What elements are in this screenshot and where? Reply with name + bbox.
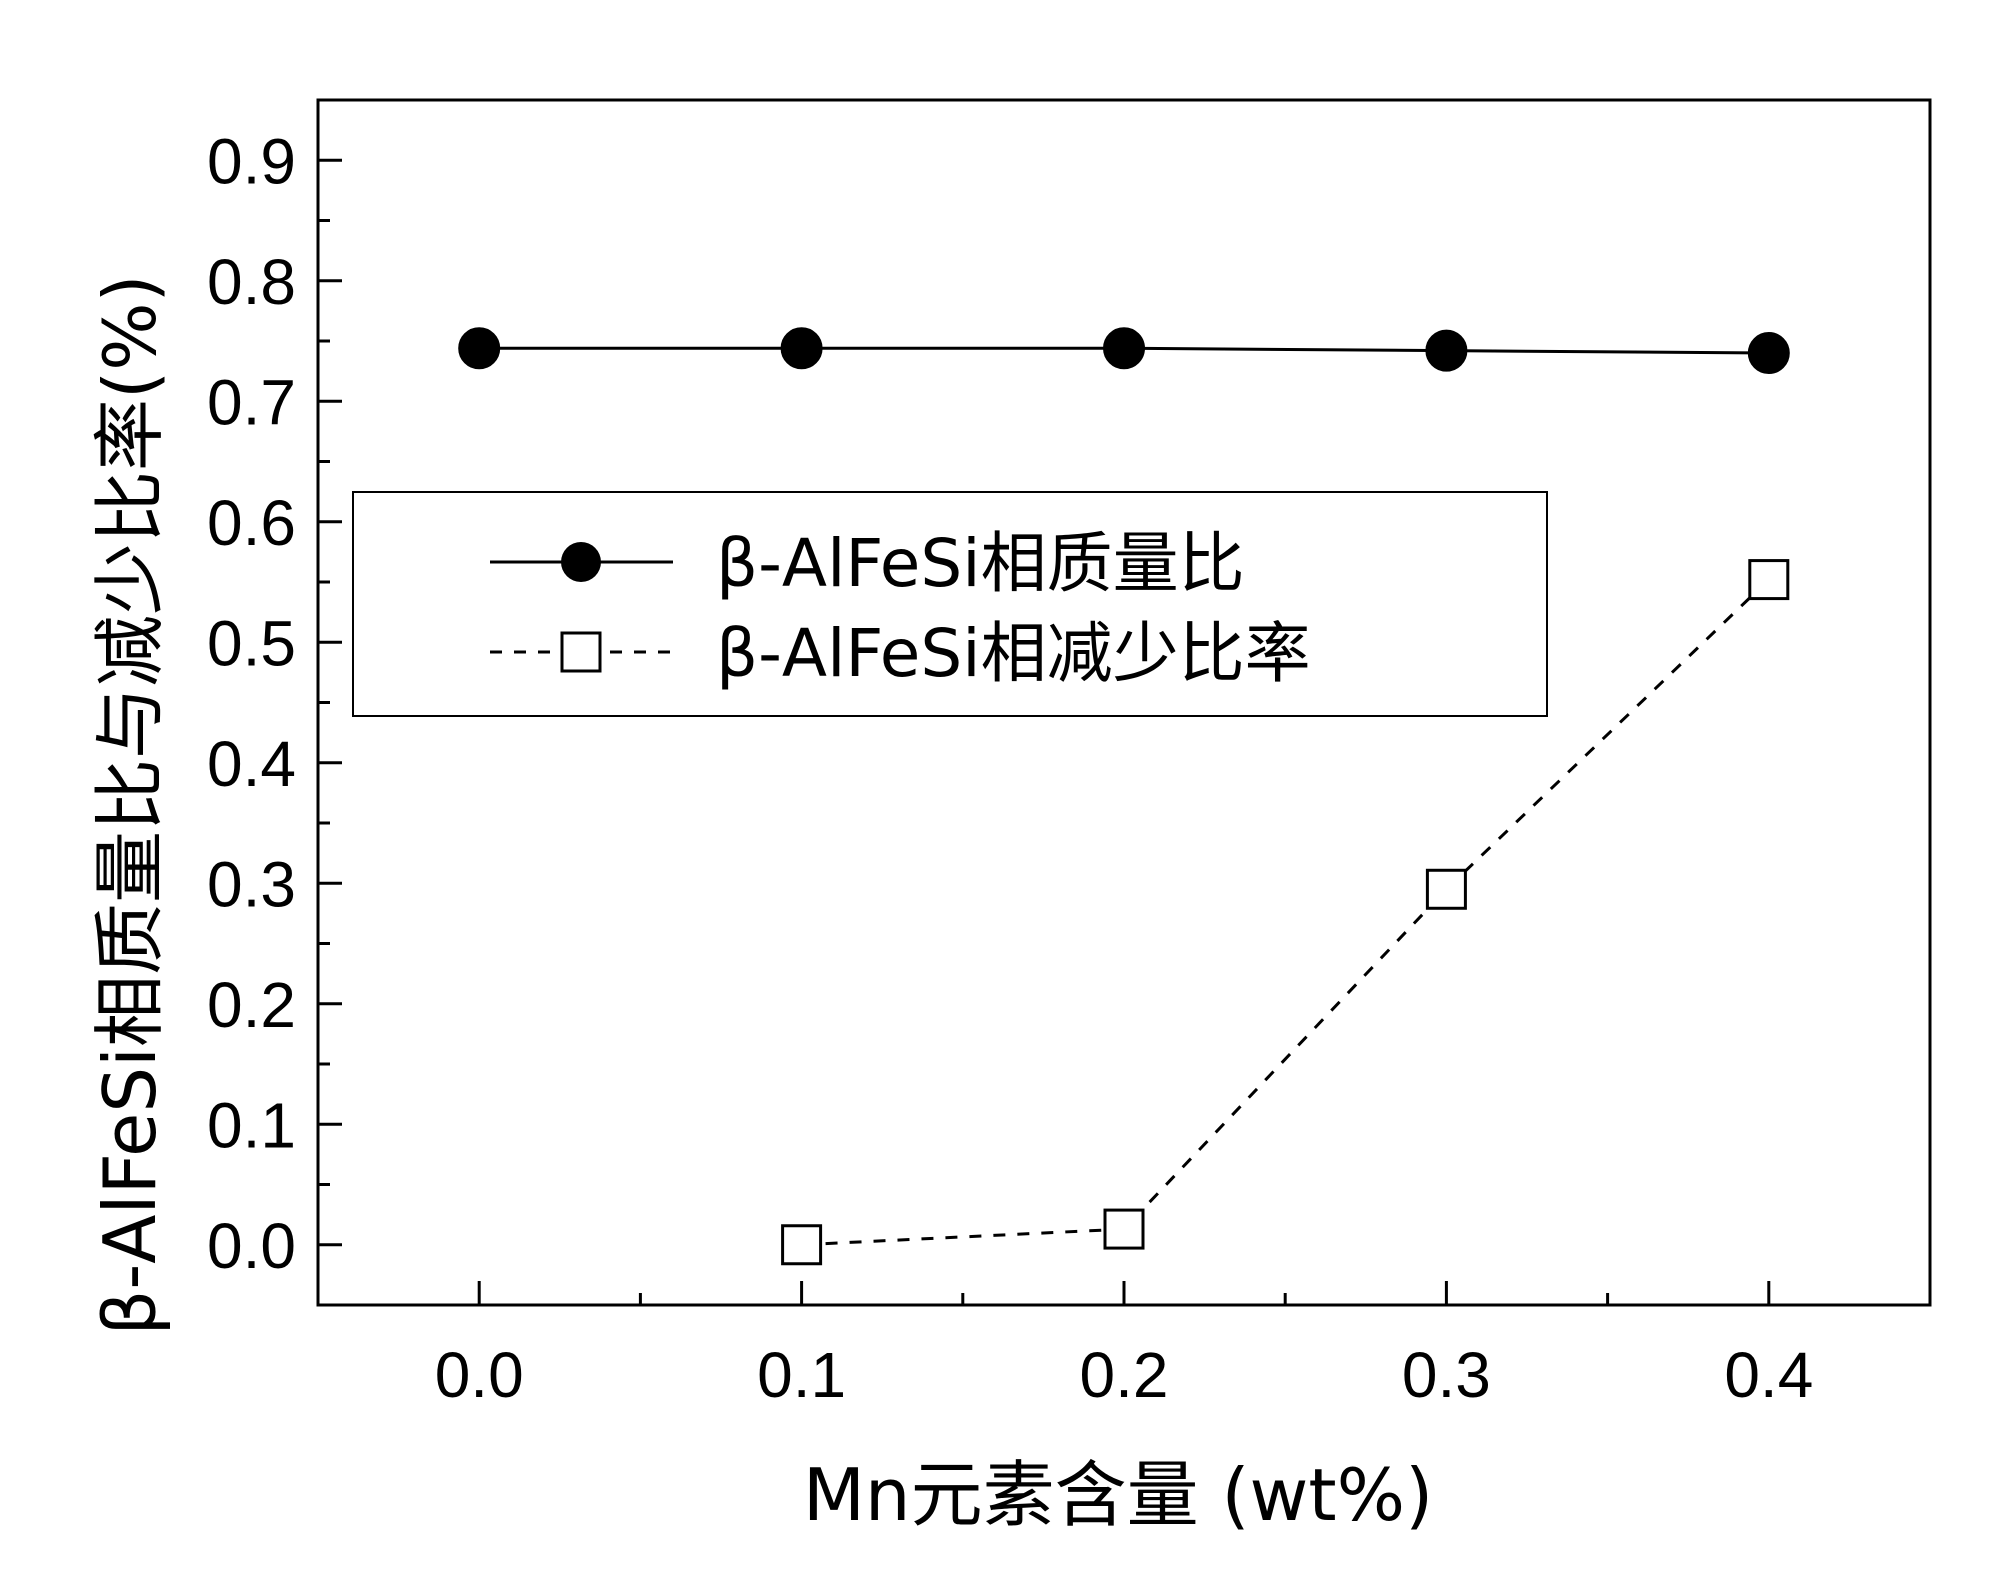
y-tick-label: 0.7 bbox=[207, 366, 296, 438]
legend: β-AlFeSi相质量比 β-AlFeSi相减少比率 bbox=[352, 491, 1548, 717]
series-line-2 bbox=[801, 578, 1770, 1247]
y-tick-label: 0.2 bbox=[207, 969, 296, 1041]
axes: 0.0 0.1 0.2 0.3 0.4 0.0 0.1 0.2 0.3 0.4 0.5 0.6 0.7 0… bbox=[207, 98, 1932, 1411]
x-tick-label: 0.3 bbox=[1402, 1339, 1491, 1411]
y-tick-label: 0.4 bbox=[207, 728, 296, 800]
legend-box bbox=[352, 491, 1548, 717]
x-axis-label: Mn元素含量 (wt%) bbox=[803, 1453, 1433, 1537]
data-point-circle bbox=[1747, 332, 1790, 375]
y-tick-label: 0.8 bbox=[207, 246, 296, 318]
legend-marker-square bbox=[560, 631, 602, 673]
plot-area bbox=[458, 327, 1790, 1266]
y-tick-label: 0.6 bbox=[207, 487, 296, 559]
x-tick-label: 0.1 bbox=[757, 1339, 846, 1411]
x-tick-label: 0.2 bbox=[1080, 1339, 1169, 1411]
data-point-square bbox=[1425, 868, 1467, 910]
x-tick-label: 0.4 bbox=[1724, 1339, 1813, 1411]
data-point-circle bbox=[1103, 327, 1145, 370]
x-tick-label: 0.0 bbox=[435, 1339, 524, 1411]
y-tick-label: 0.3 bbox=[207, 848, 296, 920]
y-tick-label: 0.0 bbox=[207, 1210, 296, 1282]
y-tick-label: 0.1 bbox=[207, 1089, 296, 1161]
legend-marker-circle bbox=[561, 542, 601, 582]
y-tick-label: 0.9 bbox=[207, 125, 296, 197]
data-point-square bbox=[1103, 1208, 1145, 1250]
y-axis-label: β-AlFeSi相质量比与减少比率(%) bbox=[88, 274, 172, 1335]
data-point-square bbox=[1748, 559, 1790, 601]
y-tick-label: 0.5 bbox=[207, 607, 296, 679]
data-point-circle bbox=[1425, 329, 1468, 372]
data-point-square bbox=[781, 1224, 823, 1266]
legend-label-1: β-AlFeSi相质量比 bbox=[716, 525, 1245, 602]
legend-label-2: β-AlFeSi相减少比率 bbox=[716, 615, 1311, 692]
data-point-circle bbox=[458, 327, 501, 370]
data-point-circle bbox=[780, 327, 823, 370]
